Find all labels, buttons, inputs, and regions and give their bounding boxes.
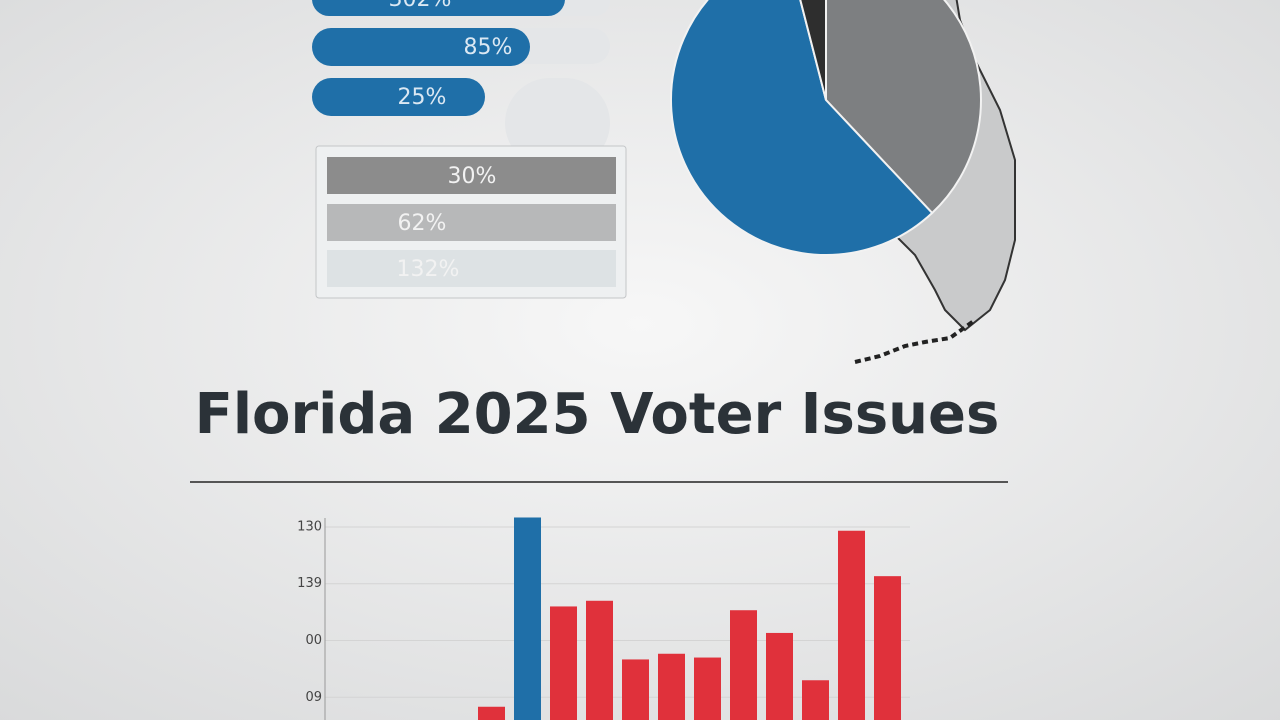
y-tick-label: 130 — [297, 519, 322, 534]
pie-slice — [670, 0, 934, 256]
bar — [658, 653, 685, 720]
pie-slice — [799, 0, 827, 101]
pill-label: 25% — [398, 85, 447, 110]
row-label: 132% — [397, 257, 460, 282]
pill-label: 302% — [389, 0, 452, 12]
bar — [478, 706, 505, 720]
row-label: 30% — [448, 164, 497, 189]
bar — [838, 530, 865, 720]
bar — [622, 659, 649, 720]
pill — [312, 0, 565, 16]
chart-title: Florida 2025 Voter Issues — [195, 382, 1000, 447]
pie-slice — [825, 0, 982, 215]
pill — [312, 78, 485, 116]
bar — [550, 606, 577, 720]
bar — [766, 632, 793, 720]
y-tick-label: 139 — [297, 576, 322, 591]
table-row — [327, 250, 616, 287]
row-label: 62% — [398, 211, 447, 236]
bar — [586, 600, 613, 720]
bar — [802, 680, 829, 720]
bar — [874, 576, 901, 720]
y-tick-label: 00 — [305, 633, 322, 648]
table-row — [327, 157, 616, 194]
pill-label: 85% — [464, 35, 513, 60]
pill — [312, 28, 530, 66]
bar — [730, 610, 757, 720]
bar-chart: 130 139 00 09 — [297, 517, 910, 720]
bar — [694, 657, 721, 720]
bar — [514, 517, 541, 720]
table-row — [327, 204, 616, 241]
y-tick-label: 09 — [305, 690, 322, 705]
pie-chart — [670, 0, 982, 256]
keys — [854, 318, 977, 364]
